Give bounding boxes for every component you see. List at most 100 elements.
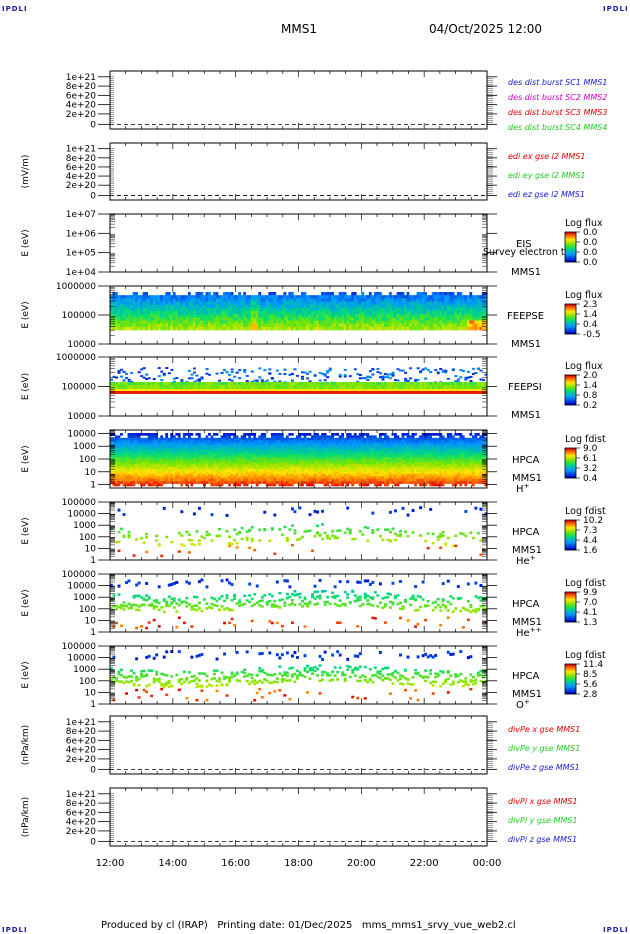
heatmap-cell [404, 326, 407, 331]
heatmap-cell [155, 326, 159, 331]
heatmap-cell [223, 311, 226, 315]
heatmap-cell [213, 447, 216, 451]
heatmap-cell [202, 440, 206, 443]
heatmap-cell [140, 433, 143, 436]
heatmap-cell [208, 454, 211, 458]
heatmap-cell [353, 382, 357, 385]
heatmap-cell [348, 375, 352, 378]
heatmap-cell [127, 461, 131, 465]
heatmap-cell [215, 447, 219, 451]
heatmap-cell [150, 481, 154, 484]
heatmap-cell [150, 457, 154, 460]
heatmap-cell [192, 466, 196, 470]
heatmap-cell [150, 385, 154, 389]
heatmap-cell [263, 317, 267, 321]
heatmap-cell [215, 433, 219, 436]
heatmap-cell [270, 320, 274, 324]
heatmap-cell [195, 461, 199, 465]
heatmap-cell [117, 371, 121, 374]
heatmap-cell [404, 307, 407, 312]
heatmap-cell [180, 478, 184, 482]
heatmap-cell [147, 391, 151, 394]
heatmap-cell [160, 298, 164, 302]
heatmap-cell [441, 301, 445, 305]
heatmap-cell [311, 314, 314, 318]
heatmap-cell [409, 377, 413, 380]
colorbar-tick-label: 0.0 [583, 228, 598, 238]
heatmap-cell [253, 466, 257, 470]
heatmap-cell [434, 382, 438, 385]
heatmap-cell [321, 391, 324, 394]
heatmap-cell [348, 311, 352, 315]
heatmap-cell [248, 457, 252, 460]
heatmap-cell [278, 385, 282, 389]
heatmap-cell [265, 385, 269, 389]
heatmap-cell [280, 298, 284, 302]
heatmap-cell [386, 323, 390, 328]
heatmap-cell [120, 459, 123, 463]
heatmap-cell [436, 292, 440, 296]
heatmap-cell [112, 457, 116, 460]
heatmap-cell [321, 311, 324, 315]
heatmap-cell [311, 382, 314, 385]
heatmap-cell [243, 469, 247, 472]
heatmap-cell [419, 326, 422, 331]
heatmap-cell [230, 459, 234, 463]
heatmap-cell [439, 320, 443, 324]
heatmap-cell [170, 307, 174, 312]
heatmap-cell [195, 385, 199, 389]
heatmap-cell [424, 326, 427, 331]
heatmap-cell [240, 314, 244, 318]
heatmap-cell [419, 391, 422, 394]
heatmap-cell [135, 301, 138, 305]
heatmap-cell [135, 320, 138, 324]
heatmap-cell [185, 447, 189, 451]
heatmap-cell [122, 311, 126, 315]
heatmap-cell [197, 382, 201, 385]
heatmap-cell [351, 317, 355, 321]
heatmap-cell [469, 311, 473, 315]
heatmap-cell [371, 317, 375, 321]
heatmap-cell [381, 389, 385, 391]
heatmap-cell [218, 478, 221, 482]
heatmap-cell [260, 464, 264, 468]
heatmap-cell [265, 454, 269, 458]
heatmap-cell [451, 320, 455, 324]
heatmap-cell [373, 382, 377, 385]
heatmap-cell [233, 304, 236, 309]
heatmap-cell [122, 461, 126, 465]
heatmap-cell [137, 466, 141, 470]
heatmap-cell [461, 317, 465, 321]
heatmap-cell [155, 476, 159, 480]
heatmap-cell [162, 391, 166, 394]
heatmap-cell [456, 385, 460, 389]
heatmap-cell [278, 459, 282, 463]
heatmap-cell [285, 391, 289, 394]
heatmap-cell [454, 320, 458, 324]
heatmap-cell [218, 476, 221, 480]
heatmap-cell [441, 385, 445, 389]
heatmap-cell [285, 481, 289, 484]
heatmap-cell [386, 382, 390, 385]
heatmap-cell [230, 473, 234, 477]
heatmap-cell [142, 483, 146, 487]
heatmap-cell [202, 449, 206, 453]
heatmap-cell [328, 314, 332, 318]
heatmap-cell [290, 372, 294, 375]
heatmap-cell [459, 304, 463, 309]
heatmap-cell [293, 320, 297, 324]
heatmap-cell [200, 478, 204, 482]
colorbar-tick-label: -0.5 [583, 330, 601, 340]
heatmap-cell [208, 476, 211, 480]
heatmap-cell [363, 385, 367, 389]
heatmap-cell [311, 295, 314, 299]
heatmap-cell [481, 307, 485, 312]
heatmap-cell [306, 326, 309, 331]
heatmap-cell [220, 445, 224, 448]
heatmap-cell [160, 452, 164, 455]
heatmap-cell [263, 320, 267, 324]
heatmap-cell [323, 385, 327, 389]
heatmap-cell [469, 379, 473, 382]
heatmap-cell [353, 311, 357, 315]
heatmap-cell [326, 301, 329, 305]
